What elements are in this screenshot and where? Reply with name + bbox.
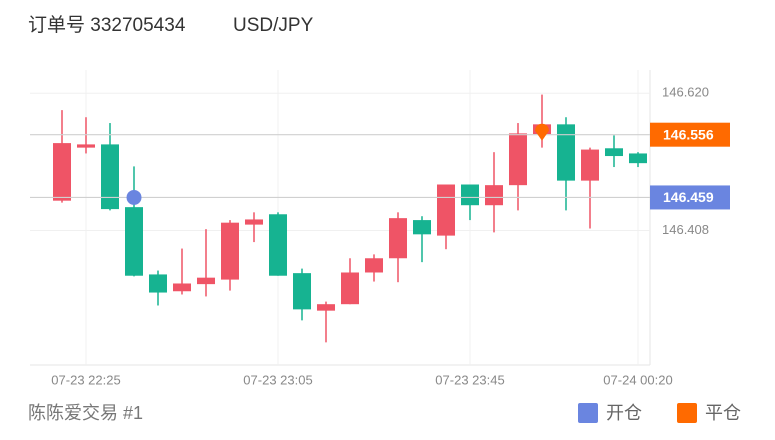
candle-body [293, 273, 311, 310]
legend-swatch [578, 403, 598, 423]
legend-label: 平仓 [705, 403, 741, 423]
candle-body [365, 258, 383, 273]
candle-body [197, 277, 215, 285]
candle-body [413, 220, 431, 235]
x-tick-label: 07-23 23:05 [243, 372, 312, 387]
footer: 陈陈爱交易 #1 [28, 403, 143, 423]
candle-body [629, 153, 647, 164]
open-marker [126, 189, 142, 205]
chart-title: 订单号 332705434 [28, 14, 186, 36]
candle-body [125, 207, 143, 276]
candle-body [605, 148, 623, 157]
candle-body [389, 218, 407, 259]
price-tag-label: 146.556 [663, 126, 714, 142]
candle-body [77, 144, 95, 148]
candle-body [221, 222, 239, 280]
candle-body [269, 214, 287, 276]
legend-swatch [677, 403, 697, 423]
x-tick-label: 07-23 23:45 [435, 372, 504, 387]
candle-body [461, 184, 479, 206]
candle-body [581, 149, 599, 181]
candle-body [557, 124, 575, 181]
candle-body [317, 304, 335, 311]
price-tag-label: 146.459 [663, 189, 714, 205]
candle-body [101, 144, 119, 210]
chart-subtitle: USD/JPY [233, 15, 314, 36]
candle-body [173, 283, 191, 292]
candle-body [53, 143, 71, 201]
price-tag [650, 185, 730, 210]
candle-body [341, 272, 359, 305]
y-tick-label: 146.408 [662, 222, 709, 237]
x-tick-label: 07-24 00:20 [603, 372, 672, 387]
x-tick-label: 07-23 22:25 [51, 372, 120, 387]
price-tag [650, 122, 730, 147]
candle-body [509, 133, 527, 186]
candle-body [245, 219, 263, 225]
close-marker [535, 123, 549, 141]
legend-label: 开仓 [606, 403, 642, 423]
candle-body [149, 274, 167, 293]
candle-body [437, 184, 455, 236]
candle-body [485, 185, 503, 206]
y-tick-label: 146.620 [662, 85, 709, 100]
